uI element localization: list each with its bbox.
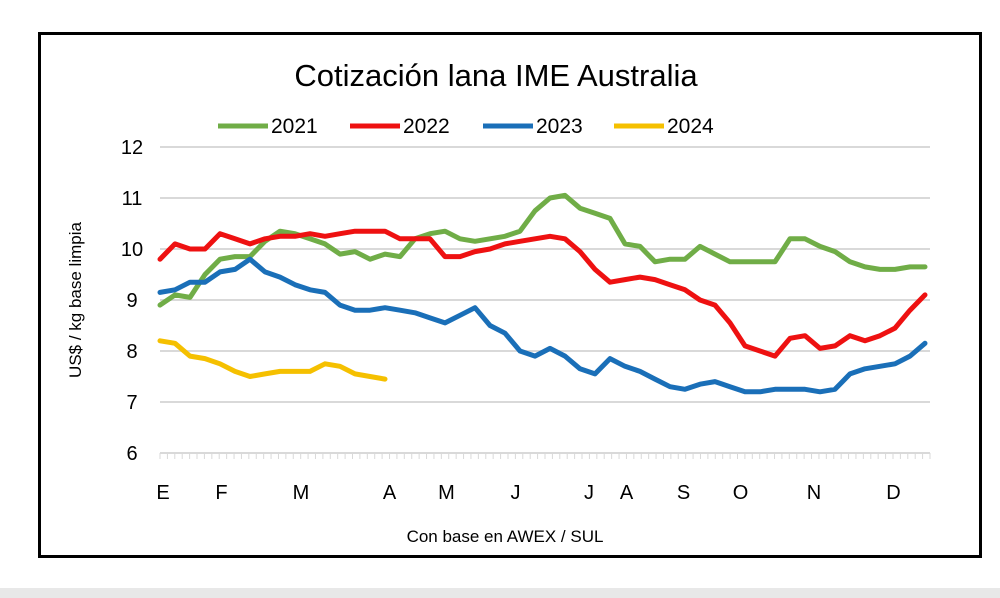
chart-title: Cotización lana IME Australia (294, 58, 698, 93)
chart-frame (38, 32, 982, 558)
x-tick-label: D (886, 482, 900, 504)
x-tick-label: N (807, 482, 821, 504)
series-line-2021 (157, 192, 928, 308)
x-tick-label: J (584, 482, 594, 504)
legend: 2021 2022 2023 2024 (218, 115, 714, 138)
y-axis: 6 7 8 9 10 11 12 (121, 137, 143, 465)
x-tick-label: F (215, 482, 227, 504)
x-tick-label: M (293, 482, 310, 504)
x-tick-label: S (677, 482, 690, 504)
series-line-2023 (157, 256, 928, 395)
y-axis-label: US$ / kg base limpia (66, 222, 85, 378)
x-tick-label: E (156, 482, 169, 504)
series-line-2024 (157, 338, 388, 382)
legend-label-2023: 2023 (536, 115, 583, 138)
x-tick-label: A (620, 482, 634, 504)
y-tick-label: 9 (126, 290, 137, 312)
series-line-2022 (157, 228, 928, 359)
x-tick-label: J (511, 482, 521, 504)
legend-label-2021: 2021 (271, 115, 318, 138)
x-axis-label: Con base en AWEX / SUL (407, 527, 604, 546)
x-tick-label: A (383, 482, 397, 504)
bottom-bar (0, 588, 1000, 598)
x-tick-label: M (438, 482, 455, 504)
x-tick-label: O (733, 482, 749, 504)
legend-label-2024: 2024 (667, 115, 714, 138)
y-tick-label: 12 (121, 137, 143, 159)
y-tick-label: 7 (126, 392, 137, 414)
y-tick-label: 6 (126, 443, 137, 465)
y-tick-label: 11 (122, 188, 143, 210)
legend-label-2022: 2022 (403, 115, 450, 138)
series-lines (157, 192, 928, 395)
y-tick-label: 10 (121, 239, 143, 261)
y-tick-label: 8 (126, 341, 137, 363)
